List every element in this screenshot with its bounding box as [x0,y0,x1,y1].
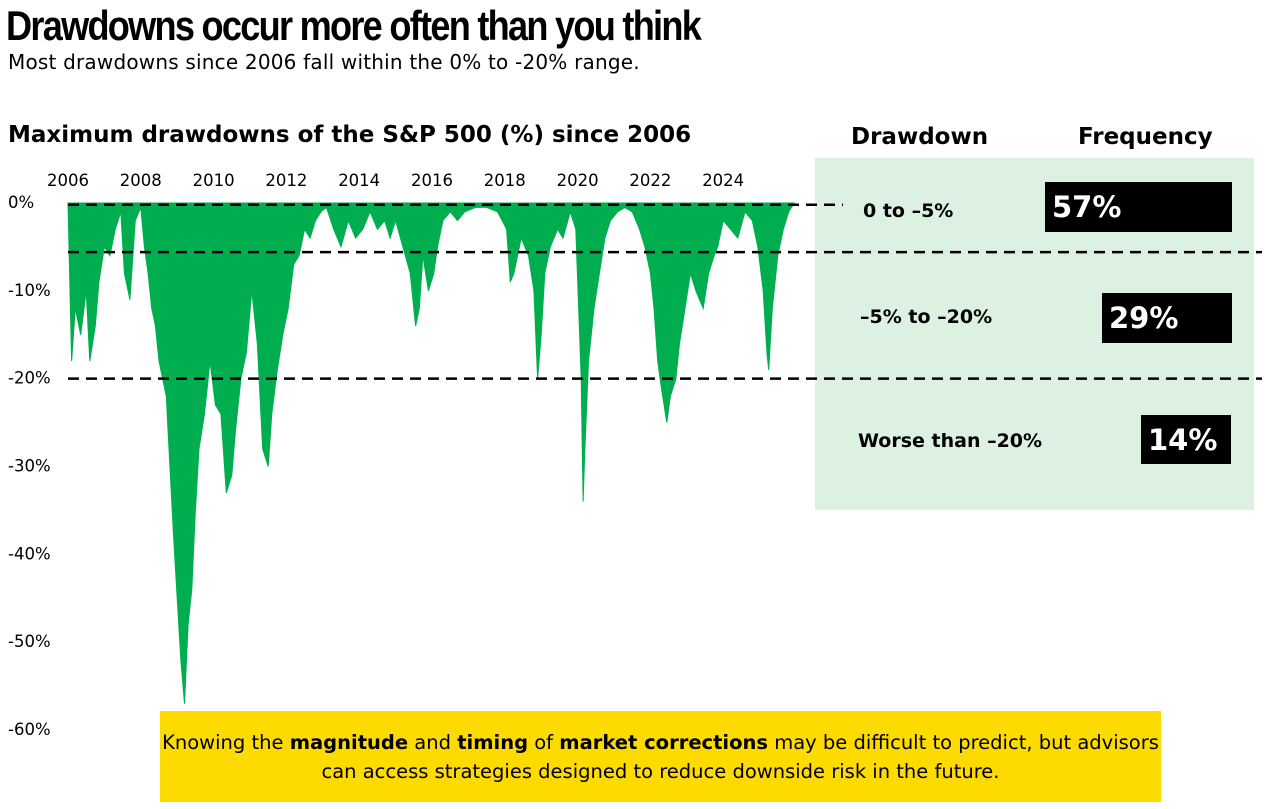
range-label-row-2: –5% to –20% [860,306,993,328]
x-tick-label: 2008 [120,171,162,190]
page-title: Drawdowns occur more often than you thin… [6,2,702,49]
frequency-badge-row-1: 57% [1045,182,1232,232]
x-tick-label: 2012 [265,171,307,190]
x-tick-label: 2014 [338,171,380,190]
x-tick-label: 2016 [411,171,453,190]
page-subtitle: Most drawdowns since 2006 fall within th… [8,50,640,74]
y-tick-label: -20% [8,369,51,388]
frequency-value-row-2: 29% [1109,301,1179,335]
y-tick-label: -50% [8,632,51,651]
callout-text: Knowing the magnitude and timing of mark… [160,728,1161,786]
y-tick-label: -40% [8,544,51,563]
callout-emphasis: timing [457,730,529,754]
frequency-value-row-3: 14% [1148,422,1218,457]
frequency-column-header: Frequency [1078,124,1213,150]
y-tick-label: -10% [8,281,51,300]
callout-emphasis: market corrections [559,730,768,754]
callout-box: Knowing the magnitude and timing of mark… [160,711,1161,802]
callout-text-part: of [528,730,560,754]
frequency-badge-row-3: 14% [1141,415,1231,464]
drawdown-column-header: Drawdown [851,124,989,150]
y-tick-label: 0% [8,193,34,212]
callout-text-part: Knowing the [162,730,290,754]
x-tick-label: 2006 [47,171,89,190]
x-tick-label: 2022 [629,171,671,190]
y-tick-label: -60% [8,720,51,739]
callout-emphasis: magnitude [289,730,409,754]
x-tick-label: 2020 [557,171,599,190]
frequency-badge-row-2: 29% [1102,293,1232,343]
x-tick-label: 2010 [193,171,235,190]
frequency-value-row-1: 57% [1052,190,1122,224]
x-tick-label: 2018 [484,171,526,190]
y-tick-label: -30% [8,457,51,476]
x-tick-label: 2024 [702,171,744,190]
chart-title: Maximum drawdowns of the S&P 500 (%) sin… [8,122,692,148]
range-label-row-3: Worse than –20% [858,430,1043,452]
callout-text-part: may be difficult to predict, but advisor… [321,730,1159,783]
range-label-row-1: 0 to –5% [863,200,954,222]
drawdown-area [67,202,796,704]
callout-text-part: and [408,730,458,754]
